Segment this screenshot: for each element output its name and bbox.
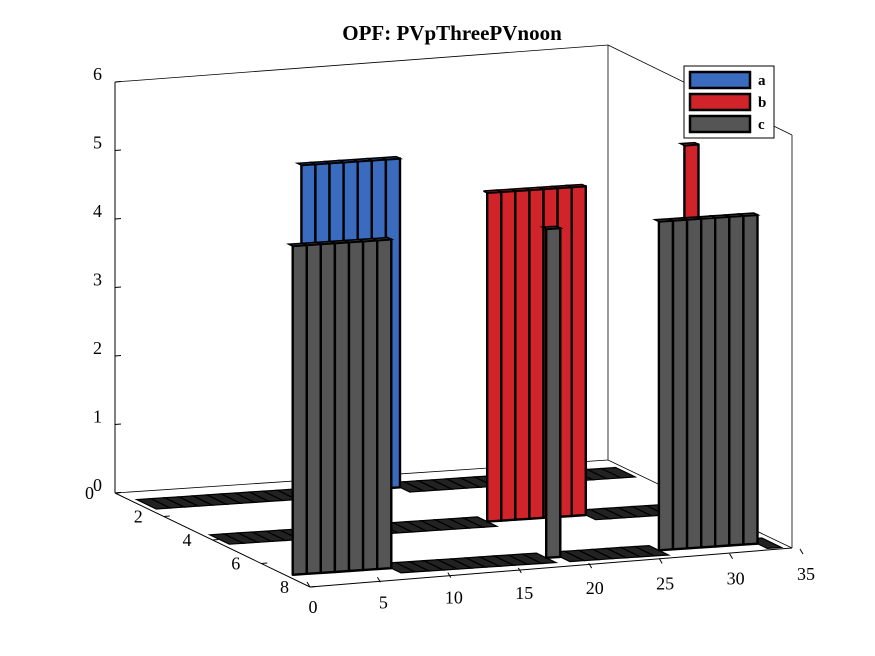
y-tick-mark xyxy=(309,586,317,588)
legend-swatch-b xyxy=(688,92,752,112)
y-tick-mark xyxy=(163,515,170,517)
x-tick-mark xyxy=(588,562,593,569)
z-tick-mark xyxy=(114,423,122,425)
z-tick-mark xyxy=(114,355,122,357)
z-tick-label: 1 xyxy=(93,407,102,427)
bar-c xyxy=(657,219,675,552)
x-tick-label: 0 xyxy=(309,597,318,617)
z-tick-label: 3 xyxy=(93,270,102,290)
x-tick-mark xyxy=(799,548,804,555)
bar-top-c xyxy=(736,212,761,217)
bar-top-c xyxy=(373,236,395,242)
z-tick-label: 0 xyxy=(93,475,102,495)
bar-c xyxy=(671,218,689,551)
bar-b xyxy=(514,188,531,521)
bar-c xyxy=(714,215,731,548)
bar-c xyxy=(728,214,745,547)
y-tick-mark xyxy=(261,562,268,564)
y-tick-mark xyxy=(114,492,122,494)
z-tick-label: 2 xyxy=(93,338,102,358)
z-tick-label: 5 xyxy=(93,133,102,153)
x-tick-mark xyxy=(729,553,734,559)
z-tick-mark xyxy=(114,149,122,151)
y-tick-label: 4 xyxy=(183,530,192,550)
bar-c xyxy=(305,242,322,575)
bar-c xyxy=(347,240,365,573)
bar-c xyxy=(333,240,351,574)
y-tick-label: 8 xyxy=(280,577,289,597)
z-tick-mark xyxy=(114,286,122,288)
back-wall-top-edge xyxy=(114,44,609,83)
x-tick-mark xyxy=(658,558,663,564)
bar-c xyxy=(361,239,379,572)
x-tick-mark xyxy=(376,577,381,583)
x-tick-mark xyxy=(517,567,522,574)
x-tick-label: 25 xyxy=(656,573,674,593)
legend: abc xyxy=(683,65,775,139)
legend-swatch-c xyxy=(688,114,752,134)
bar-c xyxy=(376,238,393,571)
bar-c xyxy=(742,213,759,546)
floor-cell xyxy=(520,552,559,565)
z-tick-label: 6 xyxy=(93,64,102,84)
bar-b xyxy=(500,189,517,522)
x-axis-line xyxy=(309,547,793,588)
floor-cell xyxy=(599,466,638,479)
bar-top-c xyxy=(539,225,564,230)
y-tick-label: 2 xyxy=(134,507,143,527)
bar-b xyxy=(528,187,545,520)
y-tick-label: 6 xyxy=(231,554,240,574)
x-tick-label: 20 xyxy=(586,578,604,598)
legend-label-b: b xyxy=(758,95,766,111)
floor-cell xyxy=(632,544,671,557)
x-tick-label: 15 xyxy=(515,583,533,603)
bar-top-a xyxy=(381,155,404,161)
x-tick-label: 10 xyxy=(445,588,463,608)
legend-swatch-a xyxy=(688,70,752,90)
bar-c xyxy=(319,241,337,575)
y-tick-label: 0 xyxy=(85,483,94,503)
bar-top-b xyxy=(677,141,699,147)
x-tick-label: 35 xyxy=(797,564,815,584)
bar-faces xyxy=(285,141,761,576)
bar-c xyxy=(545,226,562,559)
z-tick-mark xyxy=(114,81,122,83)
floor-cell xyxy=(461,516,500,528)
legend-label-a: a xyxy=(758,73,766,89)
bar-b xyxy=(570,184,587,518)
z-tick-label: 4 xyxy=(93,201,102,221)
legend-label-c: c xyxy=(758,117,765,133)
chart-title: OPF: PVpThreePVnoon xyxy=(342,21,562,45)
y-tick-mark xyxy=(212,539,219,541)
x-tick-mark xyxy=(306,581,311,588)
x-tick-label: 5 xyxy=(379,592,388,612)
bar-c xyxy=(700,216,717,549)
bar-top-b xyxy=(564,183,587,189)
bar-b xyxy=(486,190,503,523)
bar-c xyxy=(291,243,308,576)
x-tick-label: 30 xyxy=(727,569,745,589)
bar-c xyxy=(685,217,703,550)
x-tick-mark xyxy=(447,572,452,578)
z-tick-mark xyxy=(114,218,122,220)
